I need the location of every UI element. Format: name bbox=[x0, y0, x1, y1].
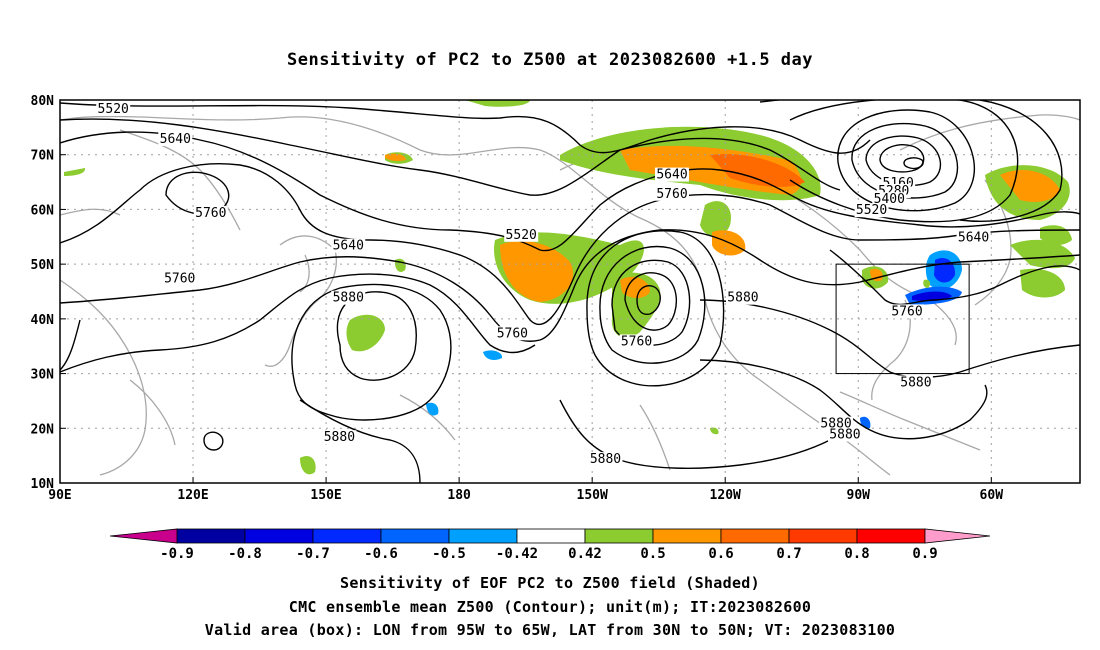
lat-tick-label: 80N bbox=[31, 94, 55, 109]
colorbar-swatch bbox=[788, 528, 858, 544]
lon-tick-label: 90W bbox=[847, 488, 871, 503]
contour-label: 5880 bbox=[590, 452, 621, 467]
coastlines bbox=[60, 114, 1080, 476]
map-frame bbox=[59, 99, 1081, 484]
contour-label-bg bbox=[655, 167, 689, 182]
lat-tick-label: 50N bbox=[31, 258, 55, 273]
contour-label-bg bbox=[819, 416, 854, 431]
colorbar-label: -0.5 bbox=[432, 546, 466, 562]
colorbar-label: -0.9 bbox=[160, 546, 194, 562]
lon-tick-label: 150W bbox=[577, 488, 608, 503]
colorbar-swatch bbox=[516, 528, 586, 544]
colorbar-swatch bbox=[448, 528, 518, 544]
contour-label: 5760 bbox=[656, 187, 687, 202]
contour-label: 5880 bbox=[727, 291, 758, 306]
colorbar-label: 0.9 bbox=[912, 546, 937, 562]
contour-labels: 5520 5640 5760 5760 5640 5880 5520 5760 5640 5760… bbox=[96, 101, 991, 467]
contour-label: 5640 bbox=[656, 168, 687, 183]
contour-label: 5760 bbox=[497, 326, 528, 341]
contour-label-bg bbox=[331, 238, 366, 253]
lon-tick-label: 150E bbox=[310, 488, 341, 503]
colorbar-label: 0.7 bbox=[776, 546, 801, 562]
colorbar-label: -0.7 bbox=[296, 546, 330, 562]
contour-label: 5880 bbox=[324, 430, 355, 445]
contour-label-bg bbox=[872, 192, 907, 207]
colorbar-swatch bbox=[176, 528, 246, 544]
colorbar-label: 0.6 bbox=[708, 546, 733, 562]
lon-tick-label: 180 bbox=[447, 488, 471, 503]
contour-label-bg bbox=[956, 230, 991, 245]
colorbar-swatch bbox=[856, 528, 926, 544]
colorbar-high-end bbox=[924, 528, 991, 544]
latitude-labels: 80N 70N 60N 50N 40N 30N 20N 10N bbox=[31, 94, 66, 492]
colorbar-swatch bbox=[720, 528, 790, 544]
colorbar-label: -0.42 bbox=[496, 546, 538, 562]
caption-valid-area: Valid area (box): LON from 95W to 65W, L… bbox=[204, 621, 896, 639]
lon-tick-label: 60W bbox=[980, 488, 1004, 503]
contour-label-bg bbox=[890, 304, 925, 319]
contour-label: 5520 bbox=[856, 203, 887, 218]
contour-label: 5760 bbox=[195, 206, 226, 221]
lat-tick-label: 70N bbox=[31, 149, 55, 164]
colorbar-label: 0.42 bbox=[568, 546, 602, 562]
contour-label-bg bbox=[495, 326, 530, 341]
contour-label-bg bbox=[162, 271, 197, 286]
chart-title: Sensitivity of PC2 to Z500 at 2023082600… bbox=[286, 50, 813, 70]
colorbar-low-end bbox=[109, 528, 178, 544]
contour-label-bg bbox=[854, 203, 889, 218]
colorbar-swatch bbox=[652, 528, 722, 544]
contour-label-bg bbox=[504, 227, 539, 242]
colorbar-label: 0.8 bbox=[844, 546, 869, 562]
contour-label-bg bbox=[322, 430, 357, 445]
contour-label-bg bbox=[158, 132, 193, 147]
contour-label-bg bbox=[898, 375, 933, 390]
contour-label-bg bbox=[619, 334, 654, 349]
colorbar-label: -0.8 bbox=[228, 546, 262, 562]
contour-label-bg bbox=[588, 452, 623, 467]
colorbar: -0.9 -0.8 -0.7 -0.6 -0.5 -0.42 0.42 0.5 0.6 0.7 0.… bbox=[109, 528, 991, 562]
colorbar-swatch bbox=[380, 528, 450, 544]
colorbar-swatch bbox=[584, 528, 654, 544]
contour-label-bg bbox=[331, 290, 366, 305]
contour-label: 5760 bbox=[164, 272, 195, 287]
colorbar-label: -0.6 bbox=[364, 546, 398, 562]
contour-label: 5520 bbox=[506, 228, 537, 243]
contour-label: 5880 bbox=[900, 376, 931, 391]
lat-tick-label: 40N bbox=[31, 313, 55, 328]
lat-tick-label: 10N bbox=[31, 477, 55, 492]
contour-label: 5520 bbox=[98, 102, 129, 117]
contour-label: 5880 bbox=[333, 291, 364, 306]
contour-label-bg bbox=[655, 186, 689, 201]
valid-area-box bbox=[835, 263, 970, 375]
caption-shaded: Sensitivity of EOF PC2 to Z500 field (Sh… bbox=[340, 574, 760, 592]
contour-label: 5760 bbox=[891, 304, 922, 319]
contour-label: 5880 bbox=[829, 427, 860, 442]
lon-tick-label: 120E bbox=[177, 488, 208, 503]
contour-label: 5640 bbox=[958, 231, 989, 246]
colorbar-swatch bbox=[312, 528, 382, 544]
caption-contour: CMC ensemble mean Z500 (Contour); unit(m… bbox=[288, 598, 812, 616]
lon-tick-label: 120W bbox=[710, 488, 741, 503]
lat-tick-label: 20N bbox=[31, 422, 55, 437]
contour-label: 5640 bbox=[333, 239, 364, 254]
contour-label-bg bbox=[193, 205, 228, 220]
grid-lines bbox=[60, 100, 1080, 483]
longitude-labels: 90E 120E 150E 180 150W 120W 90W 60W bbox=[48, 477, 1003, 503]
contour-label: 5760 bbox=[621, 334, 652, 349]
contour-label-bg bbox=[725, 290, 760, 305]
contour-label: 5640 bbox=[160, 132, 191, 147]
contour-label-bg bbox=[827, 427, 862, 442]
lat-tick-label: 60N bbox=[31, 203, 55, 218]
colorbar-swatch bbox=[244, 528, 314, 544]
lon-tick-label: 90E bbox=[48, 488, 71, 503]
colorbar-label: 0.5 bbox=[640, 546, 665, 562]
lat-tick-label: 30N bbox=[31, 368, 55, 383]
contour-label-bg bbox=[96, 101, 131, 116]
